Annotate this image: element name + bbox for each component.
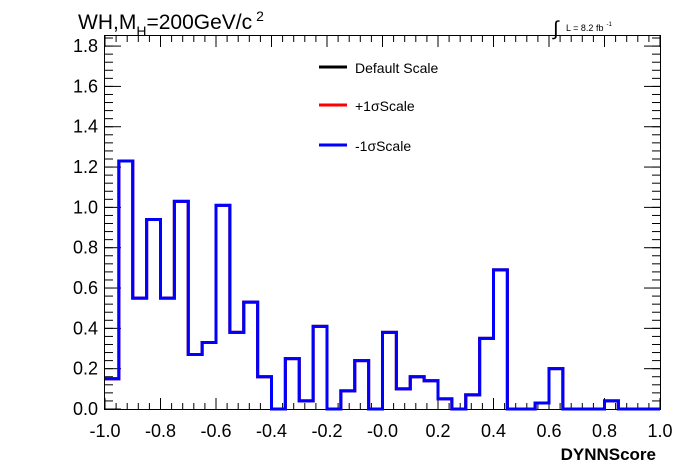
x-tick-label: -0.2 bbox=[311, 421, 342, 441]
x-tick-label: 0.2 bbox=[425, 421, 450, 441]
y-tick-label: 1.8 bbox=[73, 36, 98, 56]
x-tick-label: -0.8 bbox=[145, 421, 176, 441]
x-tick-label: 1.0 bbox=[647, 421, 672, 441]
legend-entry: -1σScale bbox=[355, 138, 411, 154]
chart-title: WH,MH=200GeV/c 2 bbox=[78, 8, 264, 39]
axis-ticks bbox=[104, 36, 661, 410]
legend-entry: +1σScale bbox=[355, 98, 415, 114]
x-tick-label: -0.0 bbox=[367, 421, 398, 441]
x-axis-label: DYNNScore bbox=[561, 445, 656, 464]
y-tick-label: 0.8 bbox=[73, 238, 98, 258]
y-tick-label: 0.6 bbox=[73, 278, 98, 298]
y-tick-label: 0.4 bbox=[73, 318, 98, 338]
y-tick-label: 0.0 bbox=[73, 399, 98, 419]
y-tick-label: 1.6 bbox=[73, 76, 98, 96]
histogram-series bbox=[105, 159, 660, 411]
x-tick-label: -1.0 bbox=[89, 421, 120, 441]
x-tick-label: 0.6 bbox=[536, 421, 561, 441]
y-tick-label: 1.4 bbox=[73, 117, 98, 137]
y-tick-labels: 0.0 0.2 0.4 0.6 0.8 1.0 1.2 1.4 1.6 1.8 bbox=[73, 36, 98, 419]
legend: Default Scale +1σScale -1σScale bbox=[319, 60, 438, 154]
y-tick-label: 0.2 bbox=[73, 359, 98, 379]
y-tick-label: 1.0 bbox=[73, 197, 98, 217]
series-line bbox=[105, 159, 660, 411]
x-tick-labels: -1.0 -0.8 -0.6 -0.4 -0.2 -0.0 0.2 0.4 0.6 0.8 1.0 bbox=[89, 421, 672, 441]
integral-sign: ∫ bbox=[552, 18, 560, 40]
x-tick-label: 0.4 bbox=[481, 421, 506, 441]
lumi-label: L = 8.2 fb -1 bbox=[566, 22, 612, 33]
x-tick-label: 0.8 bbox=[592, 421, 617, 441]
x-tick-label: -0.4 bbox=[256, 421, 287, 441]
y-tick-label: 1.2 bbox=[73, 157, 98, 177]
legend-entry: Default Scale bbox=[355, 60, 438, 76]
x-tick-label: -0.6 bbox=[200, 421, 231, 441]
